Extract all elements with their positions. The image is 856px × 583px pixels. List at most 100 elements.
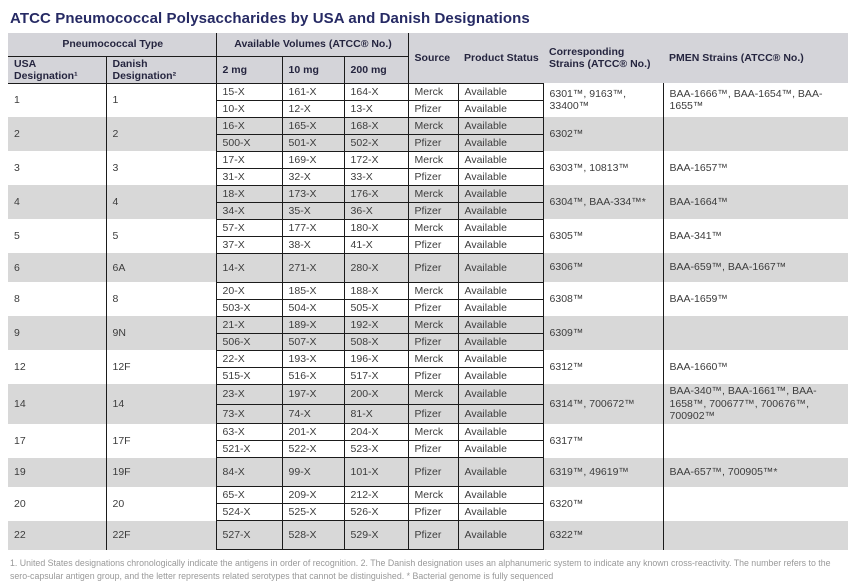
table-row: 2 2 16-X 165-X 168-X Merck Available 6302™	[8, 116, 849, 152]
volume-2mg-cell: 37-X	[215, 235, 283, 254]
usa-designation-cell: 6	[8, 253, 107, 283]
table-row: 34-X 35-X 36-X Pfizer Available	[8, 201, 848, 220]
danish-designation-cell: 8	[106, 282, 217, 317]
volume-200mg-cell: 196-X	[343, 349, 409, 368]
pmen-strains-cell: BAA-1657™	[669, 161, 728, 174]
corresponding-strains-cell: 6305™	[543, 219, 664, 254]
volume-2mg-cell: 31-X	[215, 167, 283, 186]
volume-200mg-cell: 13-X	[343, 99, 409, 118]
danish-designation-cell: 12F	[106, 350, 217, 385]
header-usa-designation: USA Designation¹	[8, 55, 107, 84]
usa-designation-cell: 3	[8, 151, 107, 186]
volume-2mg-cell: 84-X	[215, 457, 283, 488]
volume-10mg-cell: 35-X	[281, 201, 345, 220]
usa-designation-cell: 8	[8, 282, 107, 317]
source-cell: Merck	[407, 116, 459, 135]
source-cell: Merck	[407, 184, 459, 203]
usa-designation-cell: 9	[8, 316, 107, 351]
source-cell: Pfizer	[407, 167, 459, 186]
volume-200mg-cell: 164-X	[343, 82, 409, 101]
volume-10mg-cell: 528-X	[281, 520, 345, 551]
product-status-cell: Available	[457, 252, 544, 283]
danish-designation-cell: 20	[106, 486, 217, 521]
danish-designation-cell: 3	[106, 151, 217, 186]
volume-2mg-cell: 16-X	[215, 116, 283, 135]
volume-200mg-cell: 204-X	[343, 423, 409, 442]
source-cell: Pfizer	[407, 520, 459, 551]
pmen-strains-cell	[663, 117, 849, 152]
footnote: 1. United States designations chronologi…	[10, 558, 831, 582]
volume-10mg-cell: 38-X	[281, 235, 345, 254]
volume-10mg-cell: 197-X	[281, 383, 345, 405]
table-row: 37-X 38-X 41-X Pfizer Available	[8, 235, 848, 254]
source-cell: Pfizer	[407, 252, 459, 283]
volume-10mg-cell: 99-X	[281, 457, 345, 488]
table-row: 6 6A 14-X 271-X 280-X Pfizer Available 6306™ BAA…	[8, 252, 849, 283]
table-row: 10-X 12-X 13-X Pfizer Available	[8, 99, 848, 118]
table-row: 14 14 23-X 197-X 200-X Merck Available 6314™, 7…	[8, 383, 849, 424]
header-10mg: 10 mg	[282, 55, 345, 84]
header-danish-designation: Danish Designation²	[106, 55, 217, 84]
table-row: 4 4 18-X 173-X 176-X Merck Available 6304™, BAA…	[8, 184, 849, 220]
volume-2mg-cell: 15-X	[215, 82, 283, 101]
product-status-cell: Available	[457, 457, 544, 488]
pmen-strains-cell	[663, 487, 848, 521]
volume-200mg-cell: 101-X	[343, 457, 409, 488]
header-corresponding-strains: Corresponding Strains (ATCC® No.)	[543, 33, 664, 84]
pmen-strains-cell	[663, 316, 849, 351]
volume-2mg-cell: 57-X	[215, 218, 283, 237]
volume-200mg-cell: 502-X	[343, 133, 409, 152]
table-row: 5 5 57-X 177-X 180-X Merck Available 6305™ BAA-3…	[8, 218, 848, 254]
header-pmen-strains: PMEN Strains (ATCC® No.)	[663, 33, 849, 84]
volume-200mg-cell: 200-X	[343, 383, 409, 405]
table-row: 515-X 516-X 517-X Pfizer Available	[8, 366, 848, 385]
volume-200mg-cell: 180-X	[343, 218, 409, 237]
volume-200mg-cell: 81-X	[343, 403, 409, 425]
table-row: 9 9N 21-X 189-X 192-X Merck Available 6309™	[8, 315, 849, 351]
table-header: Pneumococcal Type Available Volumes (ATC…	[8, 33, 849, 84]
source-cell: Merck	[407, 150, 459, 169]
product-status-cell: Available	[457, 184, 544, 203]
source-cell: Merck	[407, 486, 459, 505]
product-status-cell: Available	[457, 315, 544, 334]
corresponding-strains-cell: 6306™	[543, 253, 664, 283]
corresponding-strains-cell: 6303™, 10813™	[543, 151, 664, 186]
volume-10mg-cell: 501-X	[281, 133, 345, 152]
volume-2mg-cell: 527-X	[215, 520, 283, 551]
table-row: 506-X 507-X 508-X Pfizer Available	[8, 332, 848, 351]
corresponding-strains-cell: 6302™	[543, 117, 664, 152]
pmen-strains-cell: BAA-657™, 700905™*	[663, 457, 849, 487]
volume-10mg-cell: 525-X	[281, 503, 345, 522]
volume-10mg-cell: 516-X	[281, 366, 345, 385]
table-row: 1 1 15-X 161-X 164-X Merck Available 6301™, 916…	[8, 82, 848, 118]
volume-10mg-cell: 12-X	[281, 99, 345, 118]
header-available-volumes: Available Volumes (ATCC® No.)	[215, 33, 409, 57]
volume-200mg-cell: 36-X	[343, 201, 409, 220]
source-cell: Pfizer	[407, 457, 459, 488]
source-cell: Merck	[407, 218, 459, 237]
danish-designation-cell: 5	[106, 219, 217, 254]
volume-200mg-cell: 505-X	[343, 298, 409, 317]
usa-designation-cell: 12	[8, 350, 107, 385]
corresponding-strains-cell: 6312™	[543, 350, 664, 385]
volume-10mg-cell: 32-X	[281, 167, 345, 186]
source-cell: Pfizer	[407, 332, 459, 351]
product-status-cell: Available	[457, 99, 544, 118]
source-cell: Merck	[407, 349, 459, 368]
volume-2mg-cell: 65-X	[215, 486, 283, 505]
source-cell: Pfizer	[407, 298, 459, 317]
product-status-cell: Available	[457, 201, 544, 220]
volume-2mg-cell: 14-X	[215, 252, 283, 283]
danish-designation-cell: 17F	[106, 423, 217, 458]
table-row: 12 12F 22-X 193-X 196-X Merck Available 6312™ BA…	[8, 349, 848, 385]
volume-2mg-cell: 515-X	[215, 366, 283, 385]
danish-designation-cell: 14	[106, 384, 217, 424]
source-cell: Pfizer	[407, 99, 459, 118]
product-status-cell: Available	[457, 167, 544, 186]
header-pneumococcal-type: Pneumococcal Type	[8, 33, 217, 57]
usa-designation-cell: 19	[8, 457, 107, 487]
usa-designation-cell: 2	[8, 117, 107, 152]
corresponding-strains-cell: 6309™	[543, 316, 664, 351]
pmen-strains-cell: BAA-341™	[669, 229, 723, 242]
volume-2mg-cell: 34-X	[215, 201, 283, 220]
